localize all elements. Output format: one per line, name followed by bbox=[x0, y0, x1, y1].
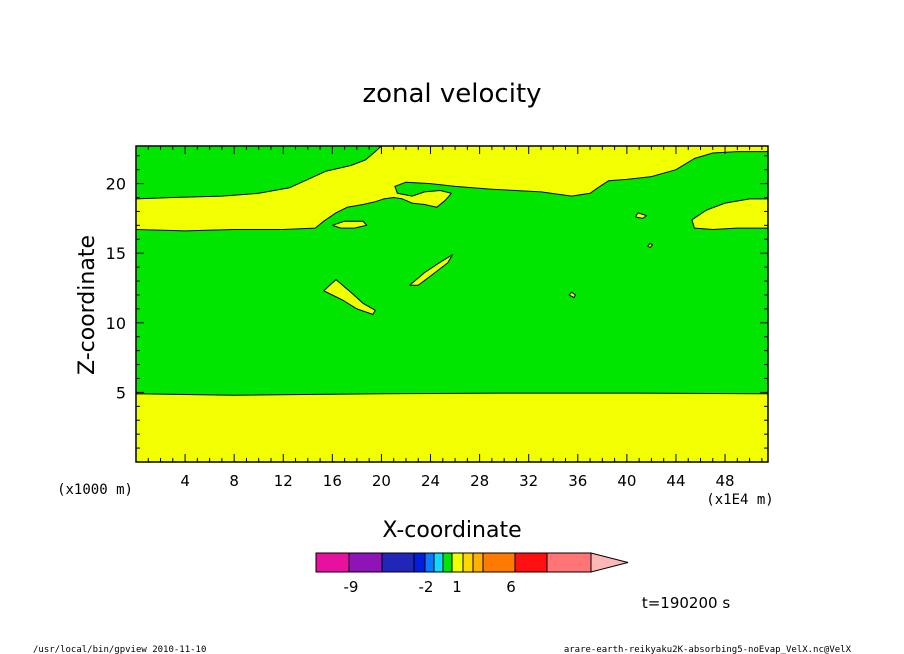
colorbar-swatch bbox=[381, 552, 415, 573]
colorbar-swatch bbox=[348, 552, 383, 573]
contour-region-lower-band bbox=[135, 392, 769, 463]
colorbar-label: 1 bbox=[452, 578, 462, 596]
contour-region-speck-a bbox=[568, 291, 576, 299]
y-tick-label: 20 bbox=[106, 175, 126, 194]
x-axis-label: X-coordinate bbox=[382, 518, 521, 543]
colorbar-swatch bbox=[472, 552, 484, 573]
colorbar-label: 6 bbox=[506, 578, 516, 596]
x-tick-labels: 4 8 12 16 20 24 28 32 36 40 44 48 bbox=[180, 472, 734, 490]
contour-region-blob-a bbox=[331, 220, 368, 229]
x-tick-label: 32 bbox=[519, 472, 538, 490]
plot-frame bbox=[135, 145, 769, 463]
colorbar-label: -2 bbox=[419, 578, 434, 596]
time-label: t=190200 s bbox=[642, 594, 730, 612]
x-tick-label: 44 bbox=[666, 472, 685, 490]
colorbar-swatch bbox=[315, 552, 350, 573]
colorbar: -9 -2 1 6 bbox=[315, 552, 629, 596]
colorbar-swatch bbox=[514, 552, 548, 573]
y-axis-label: Z-coordinate bbox=[75, 235, 100, 375]
contour-region-speck-b bbox=[635, 212, 647, 219]
y-tick-labels: 5 10 15 20 bbox=[106, 175, 126, 403]
chart-title: zonal velocity bbox=[362, 79, 541, 109]
y-tick-label: 15 bbox=[106, 244, 126, 263]
colorbar-swatch bbox=[433, 552, 444, 573]
colorbar-swatch bbox=[546, 552, 592, 573]
colorbar-swatch bbox=[413, 552, 426, 573]
colorbar-label: -9 bbox=[344, 578, 359, 596]
x-unit-label: (x1E4 m) bbox=[706, 492, 773, 508]
colorbar-arrow bbox=[590, 552, 629, 573]
contour-region-upper-band bbox=[135, 145, 769, 232]
x-tick-label: 40 bbox=[617, 472, 636, 490]
contour-region-blob-b bbox=[409, 254, 454, 286]
footer-right: arare-earth-reikyaku2K-absorbing5-noEvap… bbox=[564, 645, 852, 654]
y-tick-label: 10 bbox=[106, 314, 126, 333]
x-tick-label: 16 bbox=[323, 472, 342, 490]
x-tick-label: 36 bbox=[568, 472, 587, 490]
colorbar-swatches bbox=[315, 552, 629, 573]
x-tick-label: 48 bbox=[716, 472, 735, 490]
colorbar-swatch bbox=[424, 552, 435, 573]
y-tick-label: 5 bbox=[116, 383, 126, 402]
x-tick-label: 24 bbox=[421, 472, 440, 490]
colorbar-swatch bbox=[451, 552, 464, 573]
x-tick-label: 8 bbox=[229, 472, 239, 490]
contour-region-speck-c bbox=[647, 242, 654, 249]
colorbar-swatch bbox=[462, 552, 474, 573]
x-tick-label: 28 bbox=[470, 472, 489, 490]
x-tick-label: 20 bbox=[372, 472, 391, 490]
colorbar-labels: -9 -2 1 6 bbox=[344, 578, 516, 596]
contour-region-right-lobe bbox=[691, 198, 769, 230]
colorbar-swatch bbox=[442, 552, 453, 573]
footer-left: /usr/local/bin/gpview 2010-11-10 bbox=[33, 645, 206, 654]
y-unit-label: (x1000 m) bbox=[57, 482, 133, 498]
contour-regions bbox=[135, 145, 769, 463]
plot-area bbox=[135, 145, 769, 463]
contour-region-blob-c bbox=[323, 279, 376, 315]
x-tick-label: 4 bbox=[180, 472, 190, 490]
colorbar-swatch bbox=[482, 552, 516, 573]
x-tick-label: 12 bbox=[274, 472, 293, 490]
